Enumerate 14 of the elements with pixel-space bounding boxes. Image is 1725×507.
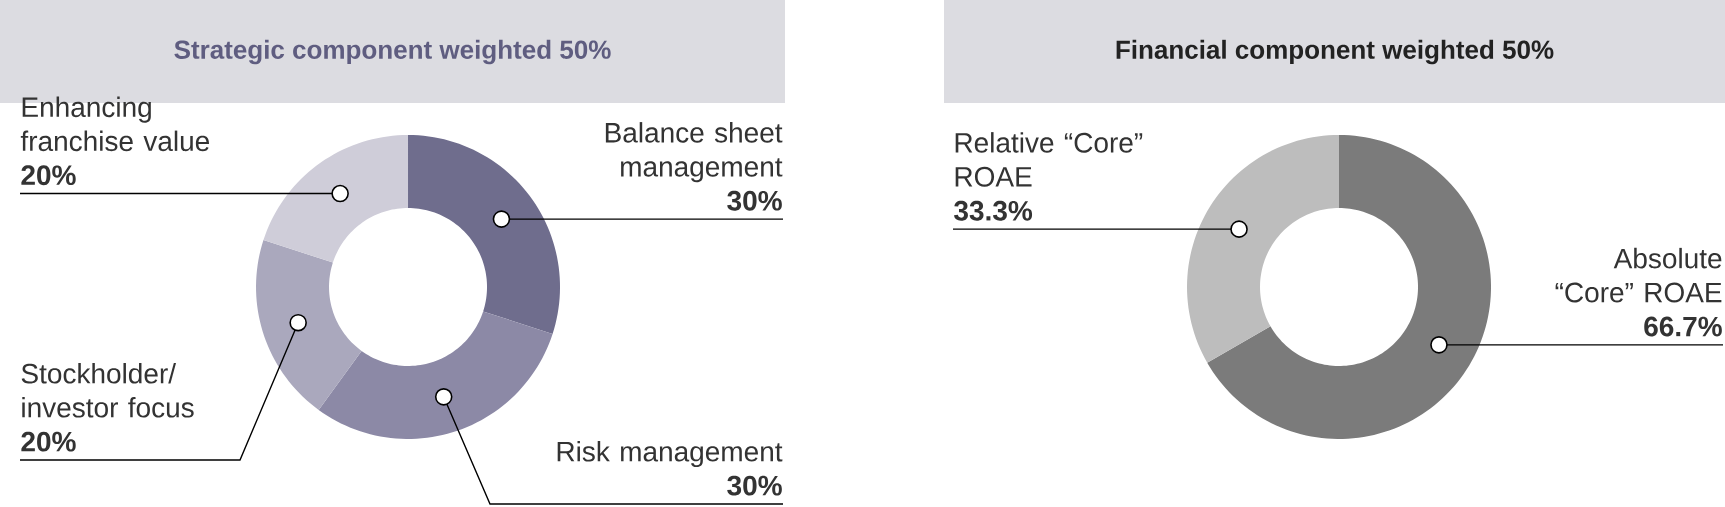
data-label: 20%: [21, 165, 76, 186]
slice-label: Balance sheet management: [605, 122, 783, 183]
slice-label: Stockholder/ investor focus: [21, 363, 194, 418]
data-label: 30%: [727, 475, 782, 496]
slice-label: Risk management: [557, 440, 783, 468]
data-label: 30%: [727, 190, 782, 211]
slice-label: Absolute “Core” ROAE: [1555, 247, 1722, 303]
slice-label: Enhancing franchise value: [20, 96, 210, 152]
chart-title: Financial component weighted 50%: [1116, 39, 1554, 65]
slice-label: Relative “Core” ROAE: [955, 132, 1143, 187]
data-label: 33.3%: [954, 200, 1033, 221]
chart-title: Strategic component weighted 50%: [174, 39, 611, 65]
data-label: 66.7%: [1644, 316, 1722, 337]
data-label: 20%: [21, 431, 76, 452]
